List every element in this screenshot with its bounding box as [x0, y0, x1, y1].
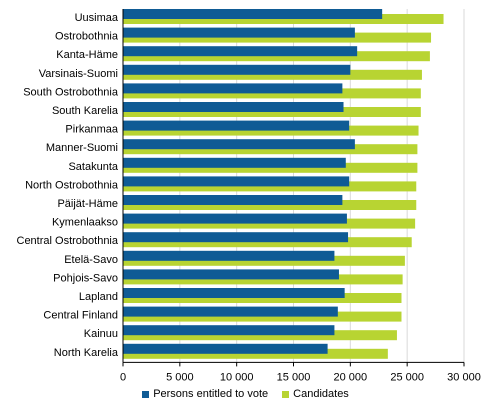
category-label-10: Päijät-Häme [57, 198, 118, 210]
bar-voters-15 [123, 288, 345, 298]
category-label-9: North Ostrobothnia [25, 179, 119, 191]
bar-voters-14 [123, 269, 339, 280]
bar-voters-12 [123, 232, 349, 243]
category-label-17: Kainuu [84, 328, 118, 340]
x-tick-label-5: 25 000 [390, 371, 424, 383]
bar-voters-0 [123, 9, 383, 19]
bar-voters-6 [123, 120, 350, 131]
category-label-6: Pirkanmaa [65, 124, 118, 136]
bar-voters-4 [123, 83, 343, 94]
category-label-15: Lapland [79, 291, 118, 303]
bar-voters-1 [123, 27, 355, 38]
bar-voters-5 [123, 102, 344, 112]
category-label-5: South Karelia [52, 105, 119, 117]
bars [123, 9, 444, 359]
category-label-12: Central Ostrobothnia [17, 235, 119, 247]
x-tick-label-2: 10 000 [220, 371, 254, 383]
legend: Persons entitled to vote Candidates [0, 388, 491, 400]
category-label-4: South Ostrobothnia [23, 86, 119, 98]
category-label-18: North Karelia [54, 347, 119, 359]
x-tick-label-1: 5 000 [166, 371, 194, 383]
legend-item-voters: Persons entitled to vote [142, 388, 268, 400]
bar-voters-16 [123, 306, 338, 317]
bar-voters-2 [123, 46, 358, 57]
bar-voters-18 [123, 343, 328, 354]
category-label-0: Uusimaa [75, 12, 119, 24]
category-label-1: Ostrobothnia [55, 31, 119, 43]
x-tick-label-0: 0 [120, 371, 126, 383]
category-label-3: Varsinais-Suomi [39, 68, 118, 80]
bar-voters-17 [123, 325, 335, 336]
category-label-11: Kymenlaakso [52, 217, 118, 229]
x-axis: 0 5 000 10 000 15 000 20 000 25 000 30 000 [120, 9, 481, 383]
bar-voters-3 [123, 64, 351, 75]
bar-voters-7 [123, 139, 355, 150]
category-label-7: Manner-Suomi [46, 142, 118, 154]
legend-item-candidates: Candidates [282, 388, 349, 400]
bar-voters-10 [123, 195, 343, 205]
x-tick-label-4: 20 000 [334, 371, 368, 383]
bar-voters-11 [123, 213, 347, 224]
legend-swatch-voters [142, 390, 150, 398]
category-label-13: Etelä-Savo [64, 254, 118, 266]
legend-swatch-candidates [282, 390, 290, 398]
bar-voters-8 [123, 157, 346, 168]
bar-voters-9 [123, 176, 350, 187]
x-tick-label-6: 30 000 [447, 371, 481, 383]
bar-voters-13 [123, 250, 335, 261]
category-label-14: Pohjois-Savo [53, 272, 118, 284]
legend-label-candidates: Candidates [293, 388, 349, 400]
category-labels: Uusimaa Ostrobothnia Kanta-Häme Varsinais-S… [17, 12, 119, 359]
category-label-2: Kanta-Häme [56, 49, 118, 61]
legend-label-voters: Persons entitled to vote [153, 388, 269, 400]
x-tick-label-3: 15 000 [277, 371, 311, 383]
category-label-8: Satakunta [68, 161, 118, 173]
category-label-16: Central Finland [43, 310, 118, 322]
